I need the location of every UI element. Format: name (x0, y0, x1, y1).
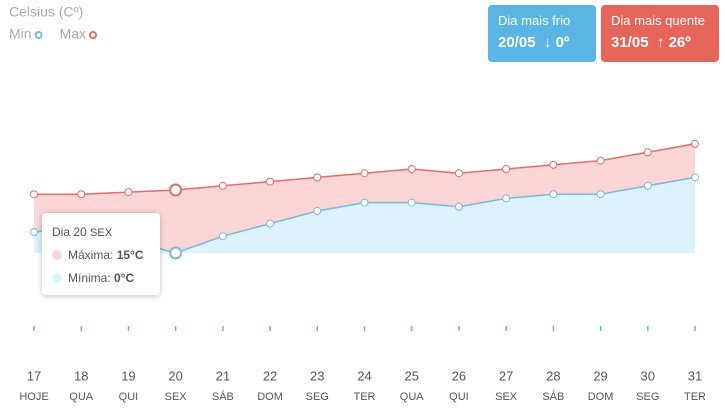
tooltip-weekday: SEX (90, 227, 113, 239)
hot-card: Dia mais quente 31/05 ↑ 26º (601, 5, 719, 62)
point (549, 160, 558, 169)
x-tick-label: 23 (310, 368, 324, 383)
legend-label: Max (60, 26, 86, 42)
tooltip-value: 0°C (114, 271, 135, 285)
x-weekday-label: SÁB (212, 390, 234, 403)
x-weekday-label: QUA (400, 391, 425, 403)
point (502, 165, 511, 173)
x-tick-label: 17 (27, 368, 41, 383)
tooltip-label: Mínima: (68, 271, 111, 285)
x-tick-label: 19 (121, 368, 135, 383)
x-tick-label: 24 (357, 368, 371, 383)
tooltip-title: Dia 20 (52, 225, 87, 239)
chart-title: Celsius (Cº) (9, 4, 83, 20)
point (313, 173, 322, 182)
x-tick-label: 18 (74, 368, 88, 383)
x-weekday-label: SEG (306, 391, 329, 403)
max-area (34, 143, 695, 253)
x-weekday-label: QUI (119, 391, 139, 403)
point (30, 228, 38, 236)
point (313, 207, 322, 215)
card-title: Dia mais quente (611, 13, 705, 28)
tooltip-label: Máxima: (68, 248, 114, 262)
min-area (34, 177, 695, 253)
point (77, 190, 86, 199)
legend-dot (34, 31, 43, 39)
x-weekday-label: HOJE (19, 391, 48, 403)
point (218, 181, 227, 190)
x-weekday-label: QUA (69, 391, 94, 403)
point (454, 202, 463, 211)
point (360, 198, 369, 207)
point (502, 194, 511, 203)
x-weekday-label: QUI (449, 391, 469, 403)
x-weekday-label: TER (354, 391, 376, 403)
point (218, 232, 227, 241)
x-tick-label: 26 (452, 368, 466, 383)
point (124, 188, 133, 197)
x-tick-label: 25 (404, 368, 418, 383)
legend-label: Min (9, 26, 32, 42)
x-tick-label: 20 (168, 368, 182, 383)
x-weekday-label: SEG (636, 391, 659, 403)
card-temp: 0º (555, 34, 570, 51)
x-weekday-label: TER (684, 391, 706, 403)
tooltip: Dia 20 SEX Máxima: 15°C Mínima: 0°C (42, 213, 160, 295)
point (169, 183, 183, 197)
cold-card: Dia mais frio 20/05 ↓ 0º (488, 5, 596, 62)
x-tick-label: 29 (593, 368, 607, 383)
x-tick-label: 31 (688, 368, 702, 383)
x-tick-label: 21 (216, 368, 230, 383)
x-tick-label: 27 (499, 368, 513, 383)
x-weekday-label: DOM (257, 391, 283, 403)
point (549, 190, 558, 199)
point (691, 139, 699, 148)
point (407, 165, 416, 173)
point (596, 190, 605, 199)
tooltip-value: 15°C (116, 248, 144, 262)
card-date: 31/05 (611, 34, 649, 51)
point (454, 169, 463, 178)
legend-dot (89, 31, 98, 39)
point (643, 148, 652, 157)
card-temp: 26º (668, 34, 691, 51)
x-tick-label: 28 (546, 368, 560, 383)
point (596, 156, 605, 165)
point (266, 219, 275, 228)
card-title: Dia mais frio (498, 13, 571, 28)
point (643, 181, 652, 190)
x-tick-label: 22 (263, 368, 277, 383)
x-weekday-label: SEX (165, 391, 188, 403)
point (266, 177, 275, 186)
x-tick-label: 30 (641, 368, 655, 383)
x-weekday-label: SÁB (542, 390, 564, 403)
x-weekday-label: DOM (588, 391, 614, 403)
point (360, 169, 369, 178)
point (691, 173, 699, 182)
point (30, 190, 38, 199)
point (407, 198, 416, 207)
card-date: 20/05 (498, 34, 536, 51)
x-weekday-label: SEX (495, 391, 518, 403)
point (169, 246, 183, 260)
